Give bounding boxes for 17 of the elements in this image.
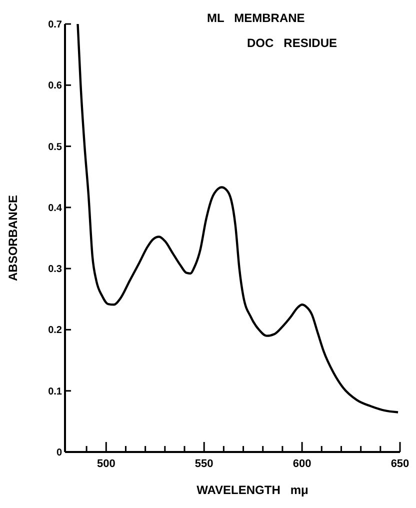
text: DOC RESIDUE <box>247 36 338 50</box>
y-tick-label: 0.2 <box>48 325 62 336</box>
y-axis-title: ABSORBANCE <box>6 194 20 282</box>
x-tick-label: 600 <box>292 458 312 470</box>
x-tick-label: 650 <box>390 458 410 470</box>
y-tick-label: 0.3 <box>48 264 62 276</box>
y-tick-label: 0.5 <box>48 142 62 153</box>
chart-title: ML MEMBRANE <box>207 11 305 25</box>
y-tick-label: 0.7 <box>48 20 62 30</box>
x-tick-label: 550 <box>194 458 214 470</box>
x-tick-label: 500 <box>96 458 116 470</box>
line-series <box>76 22 400 414</box>
y-tick-label: 0.1 <box>48 386 62 398</box>
y-tick-label: 0 <box>56 448 62 458</box>
y-tick-label: 0.6 <box>48 80 62 92</box>
y-tick-label: 0.4 <box>48 202 62 214</box>
x-axis-title: WAVELENGTH mμ <box>196 483 308 497</box>
